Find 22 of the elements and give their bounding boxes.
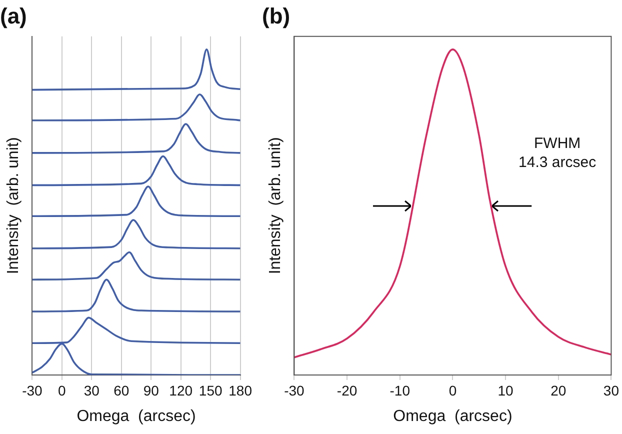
y-axis-title: Intensity (arb. unit): [5, 137, 22, 274]
x-tick-label: 30: [84, 382, 100, 398]
x-tick-label: 150: [198, 382, 222, 398]
x-tick-label: -20: [336, 382, 358, 398]
chart-title: (a): [0, 3, 27, 28]
annotation: FWHM 14.3 arcsec: [518, 135, 597, 172]
x-tick-label: 120: [169, 382, 193, 398]
x-tick-label: 0: [448, 382, 457, 398]
x-tick-label: 90: [143, 382, 160, 398]
chart-title: (b): [262, 3, 290, 28]
x-axis-title: Omega (arcsec): [76, 408, 196, 425]
x-tick-label: -30: [22, 382, 43, 398]
y-axis-title: Intensity (arb. unit): [267, 137, 284, 274]
x-tick-label: 0: [58, 382, 66, 398]
x-tick-label: 180: [228, 382, 252, 398]
x-tick-label: -10: [390, 382, 410, 398]
x-tick-label: 60: [114, 382, 130, 398]
x-tick-label: 20: [550, 382, 566, 398]
x-axis-title: Omega (arcsec): [393, 408, 512, 425]
x-tick-label: 10: [498, 382, 514, 398]
x-tick-label: -30: [284, 382, 305, 398]
x-tick-label: 30: [603, 382, 620, 398]
